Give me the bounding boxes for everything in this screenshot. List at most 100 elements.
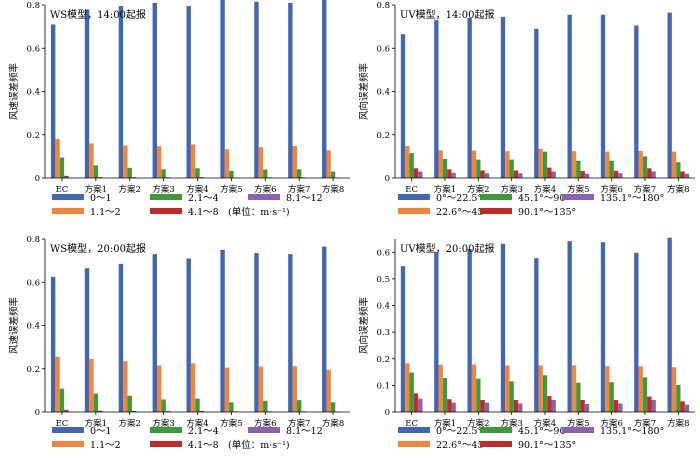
bar-2-s2-c1 (442, 158, 448, 178)
bar-4-s2-c7 (642, 377, 648, 412)
legend-label: 4.1～8 (188, 440, 219, 451)
legend-swatch (150, 441, 182, 447)
x-tick-label: 方案3 (152, 418, 174, 429)
y-tick-label: 0.6 (376, 248, 390, 258)
bar-2-s1-c0 (405, 146, 410, 178)
bar-4-s1-c2 (471, 364, 477, 412)
y-tick-label: 0.8 (376, 1, 390, 11)
x-tick-label: 方案7 (634, 418, 656, 429)
x-tick-label: 方案6 (254, 184, 276, 195)
legend-swatch (562, 427, 594, 433)
y-tick-label: 0.4 (26, 322, 40, 332)
x-tick-label: 方案4 (534, 418, 556, 429)
y-tick-label: 0 (35, 174, 40, 184)
bar-2-s4-c5 (584, 173, 590, 178)
bar-2-s3-c8 (680, 171, 685, 178)
legend-swatch (52, 427, 84, 433)
bar-3-s2-c6 (263, 400, 268, 412)
bar-4-s0-c6 (600, 242, 606, 412)
legend-label: 0～1 (90, 193, 112, 204)
bar-3-s2-c7 (296, 400, 302, 412)
chart-panel-4: 0 0.1 0.2 0.3 0.4 0.5 0.6 EC 方案1 方案2 方案3 方案4 方案5 方案6 方… (358, 237, 695, 451)
x-tick-label: 方案1 (85, 418, 107, 429)
bar-4-s2-c6 (609, 382, 614, 412)
x-tick-label: 方案3 (500, 184, 522, 195)
bar-2-s3-c2 (480, 170, 485, 178)
bar-4-s1-c0 (405, 363, 410, 412)
bar-4-s2-c5 (576, 382, 581, 412)
legend-label: 8.1～12 (286, 193, 323, 204)
x-tick-label: 方案8 (667, 418, 689, 429)
bar-3-s1-c4 (190, 363, 196, 412)
bar-2-s1-c2 (471, 150, 477, 178)
legend-swatch (480, 441, 512, 447)
bar-3-s3-c4 (199, 410, 205, 412)
legend-swatch (150, 427, 182, 433)
bar-2-s4-c4 (551, 171, 556, 178)
legend-label: 90.1°～135° (518, 440, 576, 451)
bar-1-s1-c0 (55, 139, 60, 178)
y-tick-label: 0.4 (26, 88, 40, 98)
x-tick-label: 方案4 (186, 184, 208, 195)
x-tick-label: 方案5 (567, 184, 589, 195)
legend-swatch (398, 427, 430, 433)
y-axis-label: 风速误差频率 (8, 63, 20, 121)
bar-2-s0-c5 (567, 14, 572, 179)
legend-label: 0～1 (90, 426, 112, 437)
bar-4-s4-c8 (684, 404, 690, 412)
bar-2-s0-c1 (434, 20, 439, 178)
y-axis-label: 风向误差频率 (358, 63, 370, 121)
bar-3-s2-c0 (59, 388, 65, 412)
x-tick-label: 方案3 (500, 418, 522, 429)
y-tick-label: 0.4 (376, 88, 390, 98)
bar-1-s2-c6 (263, 169, 268, 178)
legend-label: 8.1～12 (286, 426, 323, 437)
bar-1-s2-c3 (161, 169, 166, 178)
bar-3-s2-c4 (195, 398, 200, 412)
bar-2-s1-c1 (438, 150, 443, 178)
legend-swatch (52, 441, 84, 447)
x-tick-label: 方案1 (85, 184, 107, 195)
bar-1-s0-c1 (84, 9, 90, 178)
y-axis-label: 风速误差频率 (8, 297, 20, 355)
legend-label: 135.1°～180° (600, 426, 664, 437)
bar-4-s4-c4 (551, 400, 556, 412)
y-tick-label: 0.2 (26, 365, 40, 375)
y-tick-label: 0.8 (26, 1, 40, 11)
bar-2-s4-c0 (418, 171, 423, 178)
bar-1-s1-c1 (89, 143, 94, 178)
legend-swatch (248, 427, 280, 433)
y-tick-label: 0.3 (376, 328, 390, 338)
x-tick-label: EC (56, 185, 69, 195)
bar-1-s0-c2 (118, 6, 124, 178)
bar-3-s1-c5 (224, 367, 230, 412)
bar-2-s0-c0 (400, 34, 406, 178)
bar-3-s2-c3 (161, 399, 166, 412)
bar-3-s1-c2 (123, 361, 128, 412)
x-tick-label: 方案8 (322, 184, 344, 195)
legend: 0°～22.5° 22.6°～45° 45.1°～90° 90.1°～135° 135.… (398, 193, 664, 218)
bar-3-s0-c2 (118, 263, 124, 412)
bar-2-s1-c5 (571, 151, 577, 178)
bar-1-s0-c3 (152, 2, 158, 179)
legend-label: 1.1～2 (90, 440, 121, 451)
bar-1-s3-c0 (64, 175, 69, 178)
bar-1-s1-c6 (258, 147, 264, 178)
bar-1-s2-c8 (330, 171, 336, 178)
bar-1-s3-c4 (199, 177, 205, 178)
legend-label: 0°～22.5° (436, 193, 482, 204)
x-tick-label: 方案3 (152, 184, 174, 195)
bar-2-s3-c6 (613, 170, 619, 178)
chart-title: UV模型，14:00起报 (400, 8, 494, 21)
bar-4-s1-c5 (571, 365, 577, 412)
legend-swatch (480, 208, 512, 214)
bar-4-s2-c0 (409, 372, 414, 412)
y-tick-label: 0 (385, 408, 390, 418)
chart-title: WS模型，14:00起报 (50, 8, 146, 21)
bar-2-s2-c5 (576, 160, 581, 178)
y-tick-label: 0.6 (26, 44, 40, 54)
y-tick-label: 0.5 (376, 275, 390, 285)
bar-4-s0-c3 (500, 243, 506, 412)
bar-4-s1-c8 (671, 367, 677, 412)
